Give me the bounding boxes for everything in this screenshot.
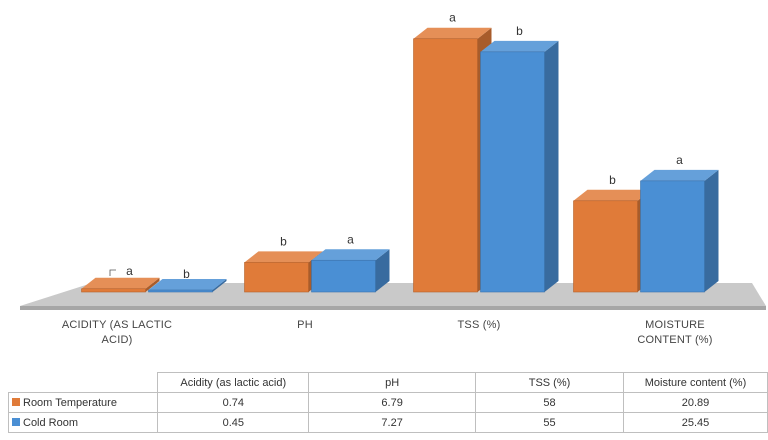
chart-floor-edge [20, 306, 766, 310]
bar-cold-room-1 [311, 249, 390, 293]
category-label-1: PH [297, 319, 313, 331]
bar-cold-room-2 [480, 40, 559, 293]
table-cell: 58 [475, 392, 624, 413]
bar-room-temperature-0 [81, 277, 160, 293]
table-cell: 0.74 [157, 392, 310, 413]
table-cell: 25.45 [623, 412, 768, 433]
category-label-2: TSS (%) [457, 319, 501, 331]
bar-chart: a b b a a b b a [20, 11, 766, 310]
bar-room-temperature-3 [573, 189, 652, 293]
legend-swatch-room-temperature [12, 397, 20, 406]
table-cell: 55 [475, 412, 624, 433]
table-header-acidity: Acidity (as lactic acid) [157, 372, 310, 393]
series-name-room-temperature: Room Temperature [23, 396, 117, 409]
significance-letter: b [183, 267, 190, 281]
legend-swatch-cold-room [12, 417, 20, 426]
significance-letter: b [280, 234, 287, 248]
table-header-row: Acidity (as lactic acid) pH TSS (%) Mois… [8, 372, 768, 393]
data-table: Acidity (as lactic acid) pH TSS (%) Mois… [7, 372, 768, 433]
table-cell: 6.79 [308, 392, 477, 413]
bar-room-temperature-2 [413, 27, 492, 293]
significance-letter: a [347, 232, 354, 246]
significance-letter: a [449, 11, 456, 25]
table-header-tss: TSS (%) [475, 372, 624, 393]
category-label-0: ACIDITY (AS LACTIC ACID) [61, 319, 173, 346]
significance-letter: a [126, 264, 133, 278]
bar-cold-room-3 [640, 169, 719, 293]
table-cell: 7.27 [308, 412, 477, 433]
bar-cold-room-0 [148, 279, 227, 293]
leader-line [109, 269, 116, 276]
table-row: Cold Room 0.45 7.27 55 25.45 [7, 412, 768, 433]
table-row: Room Temperature 0.74 6.79 58 20.89 [7, 392, 768, 413]
series-name-cold-room: Cold Room [23, 416, 79, 429]
bar-room-temperature-1 [244, 251, 323, 293]
table-header-ph: pH [308, 372, 477, 393]
table-cell: 0.45 [157, 412, 310, 433]
significance-letter: b [609, 173, 616, 187]
significance-letter: b [516, 24, 523, 38]
category-label-3: MOISTURE CONTENT (%) [637, 319, 713, 346]
table-cell: 20.89 [623, 392, 768, 413]
significance-letter: a [676, 153, 683, 167]
table-header-moisture: Moisture content (%) [623, 372, 768, 393]
